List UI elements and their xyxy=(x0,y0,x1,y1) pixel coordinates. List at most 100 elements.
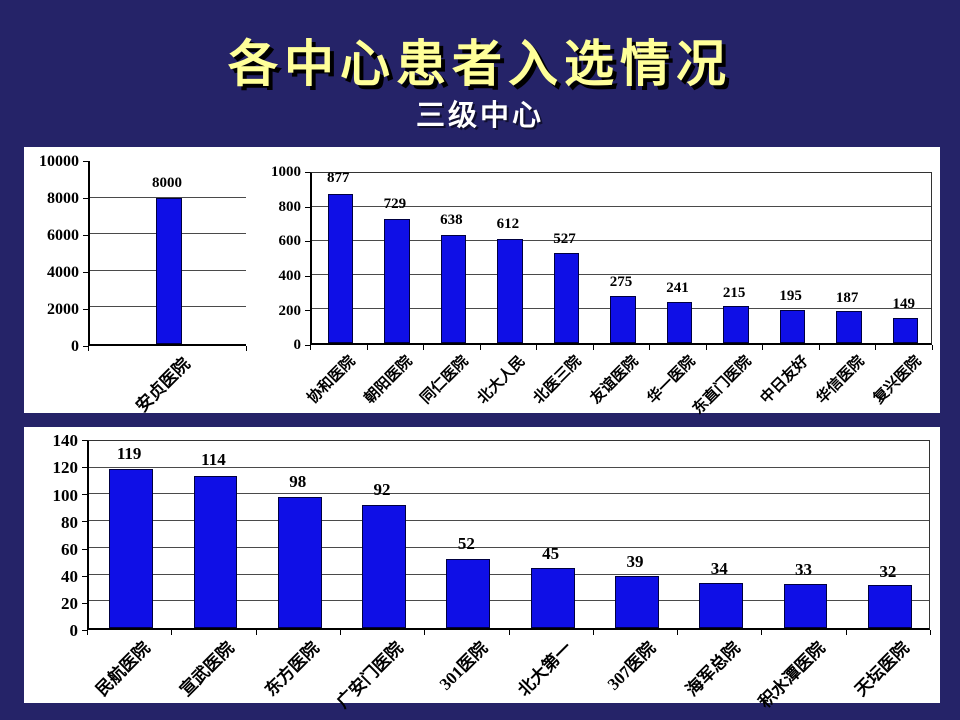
gridline xyxy=(89,466,929,468)
y-axis-tick xyxy=(82,602,87,604)
y-axis-label: 6000 xyxy=(47,226,79,244)
bar-value-label: 119 xyxy=(116,443,142,463)
x-axis-tick xyxy=(255,630,257,635)
y-axis-tick xyxy=(83,235,88,236)
category-label: 复兴医院 xyxy=(870,353,925,408)
y-axis-label: 120 xyxy=(52,458,79,478)
bar-value-label: 215 xyxy=(722,284,746,301)
category-label: 华信医院 xyxy=(814,353,868,408)
category-label: 朝阳医院 xyxy=(361,353,416,408)
x-axis-tick xyxy=(930,630,931,635)
bar-value-label: 612 xyxy=(496,216,520,233)
bar-value-label: 98 xyxy=(289,472,307,491)
bar xyxy=(610,296,636,343)
bar xyxy=(779,309,806,343)
category-label: 中日友好 xyxy=(757,353,812,408)
y-axis-label: 20 xyxy=(61,594,78,614)
category-label: 东直门医院 xyxy=(690,353,755,418)
y-axis-tick xyxy=(83,272,88,273)
y-axis-tick xyxy=(82,494,87,496)
category-label: 广安门医院 xyxy=(333,638,407,712)
x-axis-tick xyxy=(339,630,341,635)
x-axis-tick xyxy=(761,630,763,635)
category-label: 307医院 xyxy=(604,638,660,694)
bar-value-label: 638 xyxy=(440,211,463,228)
bar xyxy=(553,253,580,343)
bar xyxy=(893,317,919,343)
category-label: 东方医院 xyxy=(260,638,323,700)
bar-value-label: 34 xyxy=(710,558,728,578)
category-label: 海军总院 xyxy=(682,638,744,700)
x-axis-tick xyxy=(87,630,88,635)
y-axis-label: 2000 xyxy=(47,300,79,318)
top-chart-panel: 0 2000 4000 6000 8000 10000 8000 安贞医院 0 200 400 60… xyxy=(24,147,940,418)
category-label: 民航医院 xyxy=(92,638,154,700)
y-axis-tick xyxy=(82,521,87,523)
x-axis-tick xyxy=(677,630,679,635)
page-title: 各中心患者入选情况 xyxy=(228,36,732,92)
bar-value-label: 241 xyxy=(666,280,689,297)
bar-value-label: 32 xyxy=(879,561,897,581)
bar xyxy=(109,469,154,628)
y-axis-tick xyxy=(82,630,87,631)
y-axis-label: 400 xyxy=(278,268,302,285)
x-axis-tick xyxy=(592,345,594,350)
subtitle: 三级中心 xyxy=(415,100,544,132)
gridline xyxy=(89,573,929,575)
x-axis-tick xyxy=(423,345,425,350)
x-axis-tick xyxy=(932,345,933,350)
y-axis-label: 8000 xyxy=(47,189,79,207)
y-axis-label: 80 xyxy=(61,512,78,532)
category-label: 华一医院 xyxy=(644,353,699,408)
y-axis-tick xyxy=(82,548,87,550)
x-axis-tick xyxy=(762,345,764,350)
gridline xyxy=(312,274,931,275)
bar-value-label: 877 xyxy=(327,170,350,187)
y-axis-label: 0 xyxy=(293,337,302,354)
category-label: 北大第一 xyxy=(513,638,576,700)
y-axis-label: 0 xyxy=(69,621,79,641)
tertiary-centers-top-chart: 0 200 400 600 800 1000 877 协和医院 729 朝阳医院 638 同仁医院 61… xyxy=(24,147,940,418)
y-axis-tick xyxy=(82,467,87,469)
bar xyxy=(384,219,410,343)
bottom-chart-panel: 0 20 40 60 80 100 120 140 119 民航医院 114 宣武医院 98 东方医院 92… xyxy=(24,427,940,712)
y-axis-tick xyxy=(82,440,87,441)
x-axis-tick xyxy=(246,346,247,351)
gridline xyxy=(89,600,929,602)
bar xyxy=(327,193,353,343)
y-axis-label: 10000 xyxy=(39,152,79,170)
bar-value-label: 114 xyxy=(201,450,226,470)
bar xyxy=(783,583,828,628)
y-axis-label: 600 xyxy=(278,233,302,250)
y-axis-label: 200 xyxy=(278,302,302,319)
y-axis-tick xyxy=(305,275,310,277)
gridline xyxy=(89,520,929,522)
category-label: 协和医院 xyxy=(305,353,359,408)
y-axis-tick xyxy=(83,198,88,199)
bar xyxy=(530,567,575,628)
anzhen-hospital-chart: 0 2000 4000 6000 8000 10000 8000 安贞医院 xyxy=(24,147,940,416)
bar xyxy=(723,306,749,343)
x-axis-tick xyxy=(818,345,820,350)
bar-value-label: 195 xyxy=(779,288,802,305)
y-axis-tick xyxy=(305,206,310,208)
gridline xyxy=(89,493,929,495)
plot-area xyxy=(88,161,246,346)
category-label: 宣武医院 xyxy=(176,638,239,700)
bar xyxy=(277,497,322,628)
tertiary-centers-bottom-chart: 0 20 40 60 80 100 120 140 119 民航医院 114 宣武医院 98 东方医院 92… xyxy=(24,427,940,712)
y-axis-tick xyxy=(82,575,87,577)
bar xyxy=(699,582,744,628)
bar-value-label: 149 xyxy=(892,296,915,313)
bar-value-label: 275 xyxy=(609,274,633,291)
y-axis-label: 40 xyxy=(61,567,78,587)
x-axis-tick xyxy=(845,630,847,635)
y-axis-tick xyxy=(83,346,88,347)
gridline xyxy=(312,206,931,207)
category-label: 同仁医院 xyxy=(418,353,472,408)
bar xyxy=(440,234,467,343)
x-axis-tick xyxy=(536,345,538,350)
y-axis-label: 140 xyxy=(52,431,79,451)
x-axis-tick xyxy=(479,345,481,350)
y-axis-label: 0 xyxy=(71,337,79,355)
